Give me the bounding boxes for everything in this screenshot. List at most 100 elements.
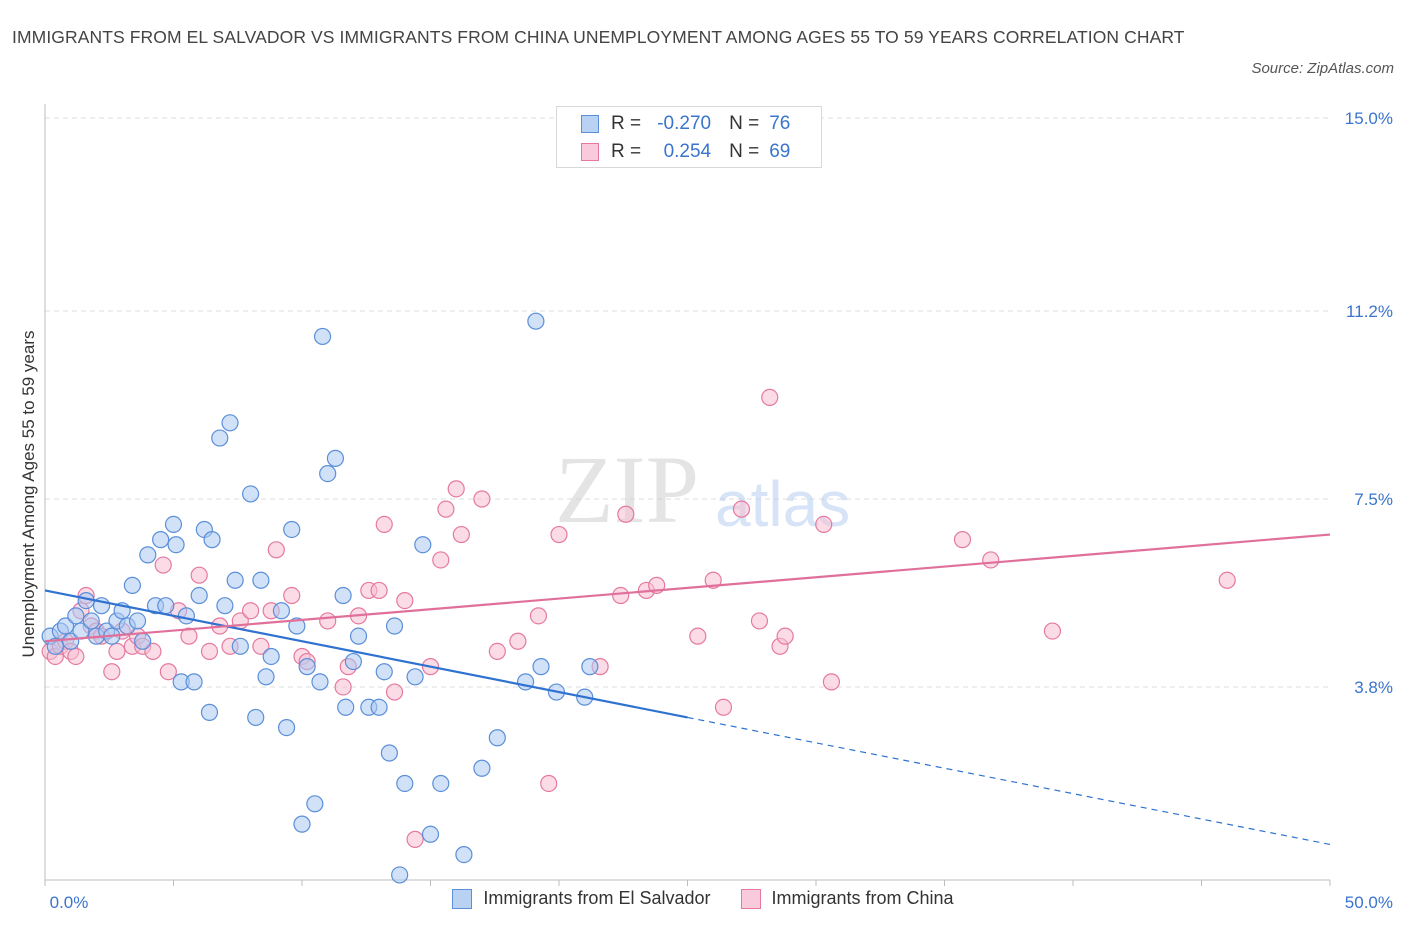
el-salvador-point: [283, 520, 301, 539]
n-label: N =: [729, 113, 760, 134]
china-point: [154, 556, 172, 574]
y-axis-label: Unemployment Among Ages 55 to 59 years: [19, 331, 38, 658]
source-credit: Source: ZipAtlas.com: [1251, 60, 1394, 77]
r-label: R =: [611, 113, 642, 134]
el-salvador-point: [432, 774, 450, 793]
el-salvador-point: [406, 668, 424, 686]
el-salvador-point: [164, 515, 183, 534]
el-salvador-point: [128, 612, 147, 630]
china-point: [689, 627, 707, 645]
china-point: [159, 663, 177, 681]
china-point: [432, 551, 450, 569]
china-point: [1043, 622, 1062, 640]
china-point: [319, 612, 337, 630]
china-point: [67, 647, 85, 666]
china-point: [732, 500, 751, 518]
r-label: R =: [611, 141, 642, 162]
legend-swatch-pink: [581, 143, 599, 161]
el-salvador-point: [67, 607, 85, 625]
r-value: -0.270: [657, 113, 712, 134]
el-salvador-point: [226, 571, 244, 589]
legend-stats: R = -0.270 N = 76 R = 0.254 N = 69: [556, 106, 822, 168]
china-point: [612, 586, 630, 605]
watermark-zip: ZIP: [555, 436, 699, 543]
el-salvador-point: [157, 597, 175, 615]
el-salvador-point: [46, 637, 64, 655]
china-point: [540, 774, 558, 793]
el-salvador-point: [257, 668, 275, 686]
y-tick-label: 3.8%: [1354, 678, 1393, 697]
el-salvador-point: [242, 485, 260, 503]
china-point: [550, 525, 568, 544]
china-point: [488, 642, 506, 661]
el-salvador-point: [414, 536, 432, 554]
el-salvador-trend-line: [44, 589, 688, 719]
tick-labels: 3.8% 7.5% 11.2% 15.0% 0.0% 50.0%: [50, 109, 1393, 912]
el-salvador-point: [277, 718, 296, 737]
n-label: N =: [729, 141, 760, 162]
china-point: [200, 642, 219, 661]
el-salvador-point: [385, 617, 404, 635]
china-point: [252, 637, 270, 655]
china-point: [617, 505, 635, 523]
el-salvador-point: [349, 627, 368, 645]
el-salvador-point: [190, 586, 208, 605]
el-salvador-point: [293, 815, 311, 833]
legend-label: Immigrants from El Salvador: [483, 888, 711, 908]
legend-item-china[interactable]: Immigrants from China: [740, 888, 954, 909]
china-point: [375, 515, 393, 534]
legend-row-el-salvador: R = -0.270 N = 76: [581, 111, 790, 137]
el-salvador-point: [326, 449, 345, 467]
china-point: [283, 586, 301, 605]
china-point: [509, 632, 527, 650]
el-salvador-point: [334, 586, 352, 605]
axes: [44, 104, 1331, 886]
china-point: [396, 591, 414, 610]
el-salvador-point: [134, 632, 152, 650]
el-salvador-point: [123, 576, 141, 594]
el-salvador-point: [581, 658, 599, 676]
el-salvador-point: [272, 602, 291, 620]
china-point: [714, 698, 733, 716]
el-salvador-point: [139, 546, 157, 564]
china-point: [385, 683, 404, 701]
el-salvador-point: [375, 663, 393, 681]
el-salvador-point: [62, 632, 80, 650]
china-point: [406, 830, 424, 848]
china-point: [144, 642, 162, 661]
legend-row-china: R = 0.254 N = 69: [581, 139, 790, 165]
china-point: [447, 480, 465, 498]
el-salvador-point: [221, 414, 239, 432]
x-tick-label: 0.0%: [50, 893, 89, 912]
china-point: [473, 490, 491, 508]
china-point: [437, 500, 455, 518]
legend-swatch-blue: [581, 115, 599, 133]
el-salvador-point: [262, 647, 280, 666]
china-point: [529, 607, 548, 625]
el-salvador-point: [152, 531, 170, 549]
chart-title: IMMIGRANTS FROM EL SALVADOR VS IMMIGRANT…: [12, 27, 1185, 47]
legend-label: Immigrants from China: [771, 888, 954, 908]
china-point: [761, 388, 779, 406]
china-point: [370, 581, 388, 600]
legend-swatch-blue: [452, 888, 473, 909]
legend-item-el-salvador[interactable]: Immigrants from El Salvador: [452, 888, 711, 909]
el-salvador-point: [337, 698, 355, 716]
el-salvador-point: [370, 698, 388, 716]
el-salvador-point: [252, 571, 270, 589]
el-salvador-point: [247, 708, 265, 727]
china-point: [180, 627, 198, 645]
legend-swatch-pink: [740, 888, 761, 909]
el-salvador-point: [185, 673, 203, 691]
china-point: [953, 531, 972, 549]
el-salvador-point: [167, 536, 185, 554]
el-salvador-points: [41, 312, 599, 884]
gridlines: [45, 117, 1330, 688]
el-salvador-point: [216, 597, 234, 615]
china-point: [704, 571, 722, 589]
el-salvador-point: [532, 658, 550, 676]
el-salvador-point: [527, 312, 545, 330]
el-salvador-point: [200, 703, 219, 721]
trend-lines: [44, 533, 1331, 846]
